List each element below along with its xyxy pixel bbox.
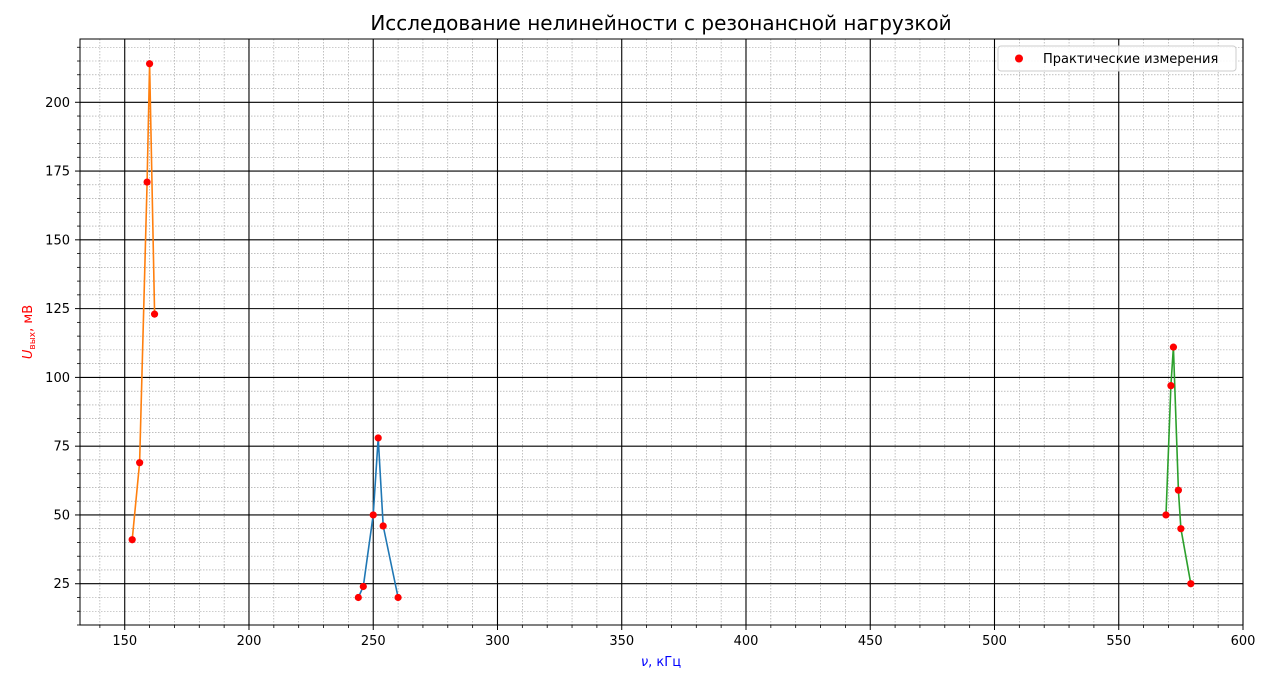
series-line-3 xyxy=(1165,346,1192,584)
data-point xyxy=(1169,343,1178,351)
x-axis-unit: , кГц xyxy=(648,655,681,670)
data-markers xyxy=(128,60,1195,602)
data-point xyxy=(145,60,154,68)
data-point xyxy=(369,511,377,519)
y-tick-label: 50 xyxy=(53,508,70,523)
x-tick-label: 350 xyxy=(609,634,634,649)
y-tick-label: 75 xyxy=(53,440,70,455)
x-axis-symbol: ν xyxy=(641,655,648,670)
y-tick-label: 100 xyxy=(45,371,70,386)
x-tick-label: 200 xyxy=(237,634,262,649)
data-point xyxy=(394,593,402,602)
data-point xyxy=(143,178,151,186)
y-axis-unit: , мВ xyxy=(21,305,36,332)
y-axis-subscript: вых xyxy=(28,331,38,349)
data-point xyxy=(374,434,382,442)
x-tick-label: 400 xyxy=(734,634,759,649)
minor-grid xyxy=(80,39,1243,626)
x-tick-label: 600 xyxy=(1231,634,1256,649)
data-point xyxy=(1167,382,1175,390)
chart-title: Исследование нелинейности с резонансной … xyxy=(370,11,951,35)
data-point xyxy=(1187,580,1195,588)
data-point xyxy=(1174,486,1182,494)
y-tick-label: 125 xyxy=(45,302,70,317)
tick-labels: 150 200 250 300 350 400 450 500 550 600 25 50 75 100 1… xyxy=(45,96,1255,649)
series-line-2 xyxy=(131,62,156,540)
series-line-1 xyxy=(357,437,399,598)
x-tick-label: 500 xyxy=(982,634,1007,649)
legend: Практические измерения xyxy=(997,45,1237,72)
data-point xyxy=(379,522,387,530)
data-point xyxy=(128,536,136,544)
legend-marker xyxy=(1015,54,1023,63)
y-axis-symbol: U xyxy=(21,349,36,359)
major-grid xyxy=(80,39,1244,625)
data-point xyxy=(1162,511,1170,519)
data-point xyxy=(150,310,159,318)
y-tick-label: 25 xyxy=(53,577,70,592)
y-axis-label: Uвых, мВ xyxy=(21,305,38,359)
data-point xyxy=(1177,525,1185,533)
legend-label: Практические измерения xyxy=(1043,52,1218,67)
data-point xyxy=(136,459,144,467)
data-point xyxy=(359,582,367,591)
x-tick-label: 250 xyxy=(361,634,386,649)
x-tick-label: 550 xyxy=(1106,634,1131,649)
series-lines xyxy=(131,62,1192,598)
x-tick-label: 150 xyxy=(112,634,137,649)
data-point xyxy=(354,593,362,602)
legend-box xyxy=(997,45,1237,72)
x-tick-label: 450 xyxy=(858,634,883,649)
y-tick-label: 150 xyxy=(45,233,70,248)
x-tick-label: 300 xyxy=(485,634,510,649)
y-tick-label: 200 xyxy=(45,96,70,111)
x-axis-label: ν, кГц xyxy=(641,655,681,670)
plot-frame xyxy=(79,38,1244,626)
axis-ticks xyxy=(75,46,1244,630)
y-tick-label: 175 xyxy=(45,165,70,180)
